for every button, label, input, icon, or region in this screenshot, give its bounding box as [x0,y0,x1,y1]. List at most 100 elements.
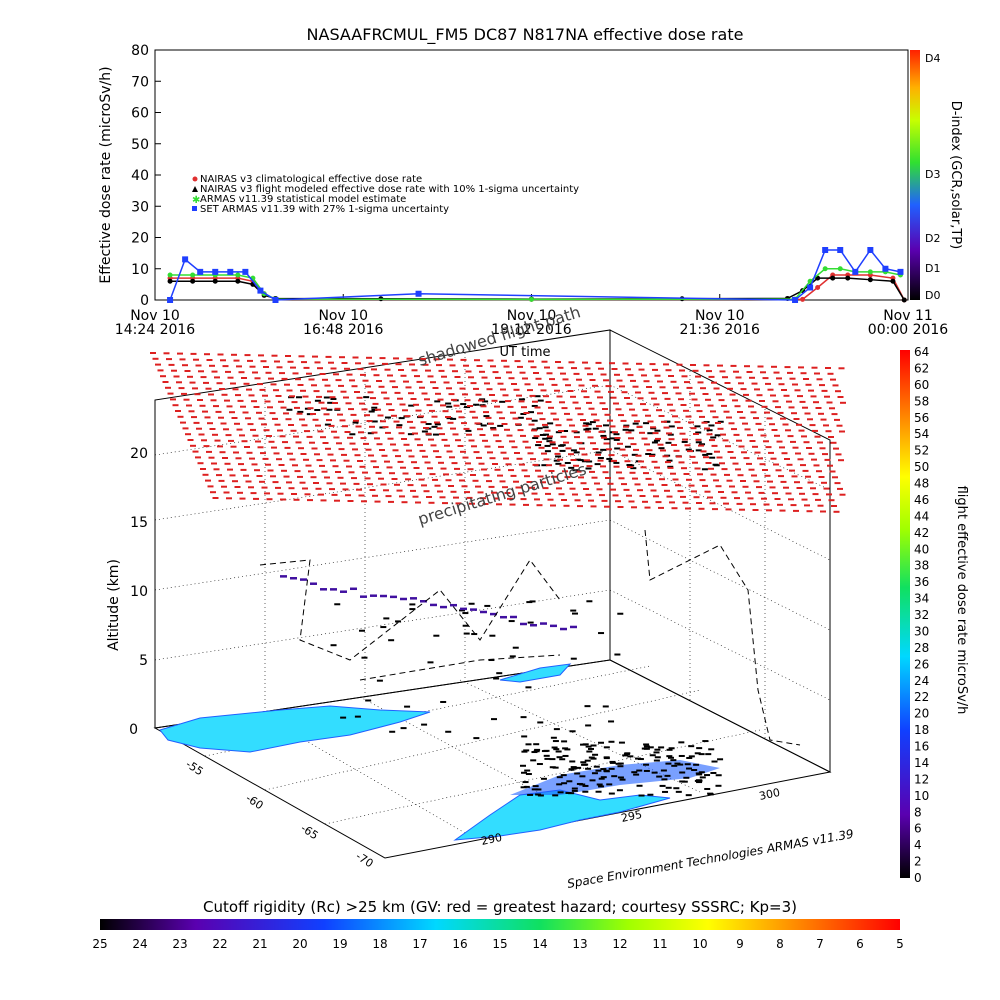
particle-dash [375,471,382,474]
shadow-dash [664,774,671,777]
particle-dash [300,389,306,392]
particle-dash [386,466,393,469]
particle-dash [603,379,609,382]
particle-dash [199,404,206,407]
shadow-dash [532,785,539,788]
particle-dash [452,370,458,373]
particle-dash [213,468,220,471]
shadow-dash [479,398,486,401]
particle-dash [233,359,240,362]
particle-dash [831,413,838,416]
particle-dash [514,360,521,363]
shadow-dash [693,763,700,766]
particle-dash [663,426,670,429]
dose-colorbar-tick: 0 [914,871,922,885]
particle-dash [710,410,716,413]
shadow-dash [530,759,537,762]
particle-dash [243,474,249,477]
particle-dash [649,363,656,366]
particle-dash [749,440,756,442]
particle-dash [607,482,614,485]
particle-dash [276,366,283,369]
particle-dash [678,398,684,401]
rc-colorbar-tick: 8 [776,937,784,951]
particle-dash [827,464,833,467]
particle-dash [165,386,171,389]
particle-dash [527,452,534,455]
dose-colorbar-tick: 12 [914,772,929,786]
particle-dash [733,370,739,373]
alt-tick-5: 5 [139,653,148,669]
particle-dash [565,384,571,387]
particle-dash [449,364,456,367]
particle-dash [317,367,323,370]
particle-dash [766,417,773,420]
particle-dash [150,352,156,354]
particle-dash [395,455,401,458]
particle-dash [686,386,693,389]
particle-dash [682,501,689,504]
dose-point [845,275,851,281]
particle-dash [264,492,270,495]
particle-dash [734,405,741,408]
shadow-dash [666,459,673,462]
particle-dash [648,391,655,394]
particle-dash [253,406,260,408]
alt-tick-10: 10 [130,584,148,600]
shadow-dash [654,429,661,432]
particle-dash [334,407,341,410]
particle-dash [224,462,231,465]
particle-dash [306,435,313,438]
dose-colorbar-tick: 50 [914,460,929,474]
particle-dash [545,492,551,495]
particle-dash [437,490,443,493]
particle-dash [578,384,585,387]
particle-dash [701,421,708,424]
shadow-dash [641,747,648,750]
particle-dash [770,457,777,460]
particle-dash [405,386,412,389]
shadow-dash [349,433,356,436]
particle-dash [534,498,540,501]
particle-dash [343,459,350,462]
shadow-dash [460,403,467,406]
particle-dash [192,450,199,453]
particle-dash [462,456,469,459]
particle-dash [760,434,767,437]
shadow-dash [586,600,593,603]
particle-dash [804,504,810,507]
shadow-dash [653,439,660,442]
flight-dash [390,595,397,599]
rc-colorbar-tick: 25 [92,937,107,951]
lat-tick-65: -65 [298,822,320,843]
particle-dash [624,460,631,463]
flight-dash [510,615,517,619]
particle-dash [480,405,487,408]
particle-dash [205,479,211,482]
dose-point [415,290,422,297]
particle-dash [832,384,839,387]
particle-dash [647,420,654,423]
particle-dash [316,459,323,462]
particle-dash [605,385,612,388]
shadow-dash [421,723,428,726]
shadow-dash [711,760,718,763]
shadow-dash [665,762,672,765]
particle-dash [265,371,272,374]
particle-dash [434,421,440,424]
particle-dash [487,359,494,362]
particle-dash [415,501,421,504]
shadow-dash [580,743,587,746]
particle-dash [187,375,193,378]
particle-dash [279,435,286,438]
particle-dash [589,470,595,473]
shadow-dash [651,771,658,774]
flight-dash [320,588,327,591]
particle-dash [568,361,575,364]
shadow-dash [696,773,703,776]
particle-dash [525,446,531,449]
shadow-dash [573,431,580,434]
particle-dash [432,478,438,481]
shadow-dash [609,761,616,764]
particle-dash [464,399,471,402]
